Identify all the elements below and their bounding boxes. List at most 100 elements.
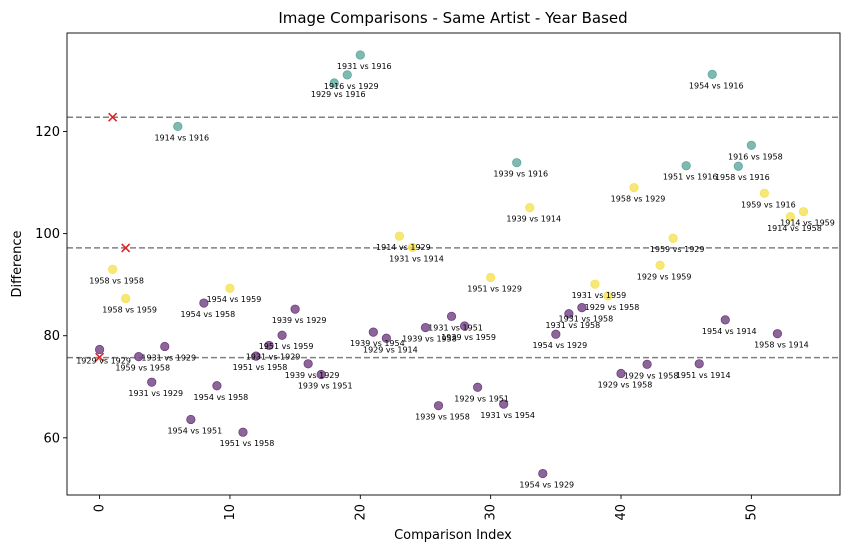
data-point	[264, 340, 274, 351]
data-point	[459, 321, 470, 331]
data-point	[368, 327, 378, 337]
point-label: 1958 vs 1959	[102, 305, 157, 314]
data-point	[486, 272, 496, 283]
data-point	[251, 351, 261, 361]
point-label: 1939 vs 1951	[298, 382, 353, 391]
x-tick-label: 50	[744, 504, 759, 521]
y-tick-label: 60	[43, 431, 60, 446]
point-label: 1954 vs 1916	[689, 81, 744, 90]
x-marker	[121, 243, 131, 253]
data-point	[733, 161, 743, 171]
data-point	[629, 183, 639, 193]
point-label: 1939 vs 1958	[402, 335, 457, 344]
data-point	[186, 414, 196, 425]
point-label: 1951 vs 1916	[663, 173, 718, 182]
point-label: 1931 vs 1958	[559, 315, 614, 324]
point-label: 1939 vs 1958	[415, 413, 470, 422]
point-label: 1929 vs 1959	[637, 272, 692, 281]
data-point	[746, 140, 756, 150]
data-point	[420, 322, 431, 333]
data-point	[525, 202, 535, 213]
y-axis-label: Difference	[10, 230, 25, 297]
data-point	[290, 304, 300, 314]
data-point	[668, 233, 678, 243]
data-point	[564, 309, 574, 319]
point-label: 1931 vs 1951	[428, 323, 483, 332]
point-label: 1931 vs 1929	[128, 389, 183, 398]
point-label: 1951 vs 1929	[467, 285, 522, 294]
data-point	[173, 121, 183, 132]
data-point	[616, 368, 626, 379]
point-label: 1954 vs 1929	[519, 481, 574, 490]
point-label: 1958 vs 1914	[754, 341, 809, 350]
point-label: 1951 vs 1914	[676, 371, 731, 380]
x-marker	[95, 352, 105, 362]
point-label: 1929 vs 1958	[624, 371, 679, 380]
data-points	[94, 50, 809, 479]
data-point	[212, 381, 222, 391]
data-point	[772, 329, 783, 339]
data-point	[446, 311, 457, 321]
data-point	[407, 242, 418, 253]
x-tick-label: 20	[353, 504, 368, 521]
x-tick-label: 40	[614, 504, 629, 521]
data-point	[225, 283, 235, 293]
point-label: 1929 vs 1958	[598, 381, 653, 390]
point-label: 1916 vs 1958	[728, 152, 783, 161]
point-annotations: 1929 vs 1929 1958 vs 1958 1958 vs 1959 1959…	[76, 62, 835, 490]
point-label: 1954 vs 1951	[167, 426, 222, 435]
data-point	[798, 207, 809, 217]
data-point	[707, 69, 717, 79]
data-point	[759, 188, 769, 198]
data-point	[329, 78, 339, 88]
point-label: 1939 vs 1959	[441, 333, 496, 342]
data-point	[147, 377, 157, 387]
point-label: 1951 vs 1958	[220, 439, 275, 448]
point-label: 1959 vs 1958	[115, 364, 170, 373]
plot-frame	[66, 32, 841, 496]
data-point	[512, 158, 522, 168]
data-point	[577, 303, 587, 313]
point-label: 1929 vs 1958	[585, 303, 640, 312]
point-label: 1954 vs 1959	[207, 295, 262, 304]
data-point	[160, 341, 170, 352]
data-point	[381, 333, 391, 343]
point-label: 1931 vs 1916	[337, 62, 392, 71]
data-point	[590, 279, 600, 289]
point-label: 1931 vs 1929	[246, 352, 301, 361]
point-label: 1954 vs 1958	[181, 310, 236, 319]
point-label: 1931 vs 1954	[480, 411, 535, 420]
data-point	[603, 291, 613, 301]
x-axis-label: Comparison Index	[394, 528, 512, 543]
data-point	[108, 264, 118, 274]
point-label: 1929 vs 1916	[311, 90, 366, 99]
point-label: 1939 vs 1914	[506, 215, 561, 224]
point-label: 1939 vs 1916	[493, 170, 548, 179]
point-label: 1958 vs 1916	[715, 173, 770, 182]
point-label: 1954 vs 1958	[194, 393, 249, 402]
data-point	[433, 401, 444, 411]
data-point	[134, 352, 144, 362]
data-point	[303, 359, 313, 369]
point-label: 1939 vs 1954	[350, 339, 405, 348]
data-point	[551, 329, 561, 339]
y-axis-ticks: 60 80 100 120	[35, 125, 67, 446]
threshold-lines	[67, 116, 840, 359]
data-point	[121, 293, 131, 304]
y-tick-label: 80	[43, 329, 60, 344]
data-point	[681, 161, 691, 171]
y-tick-label: 120	[35, 125, 60, 140]
data-point	[538, 468, 548, 479]
chart-title: Image Comparisons - Same Artist - Year B…	[278, 9, 627, 27]
point-label: 1958 vs 1958	[89, 276, 144, 285]
point-label: 1958 vs 1929	[611, 195, 666, 204]
data-point	[355, 50, 365, 60]
data-point	[342, 70, 352, 80]
data-point	[720, 315, 730, 325]
point-label: 1951 vs 1958	[233, 363, 288, 372]
point-label: 1939 vs 1929	[272, 316, 327, 325]
point-label: 1954 vs 1929	[532, 341, 587, 350]
data-point	[316, 369, 326, 380]
